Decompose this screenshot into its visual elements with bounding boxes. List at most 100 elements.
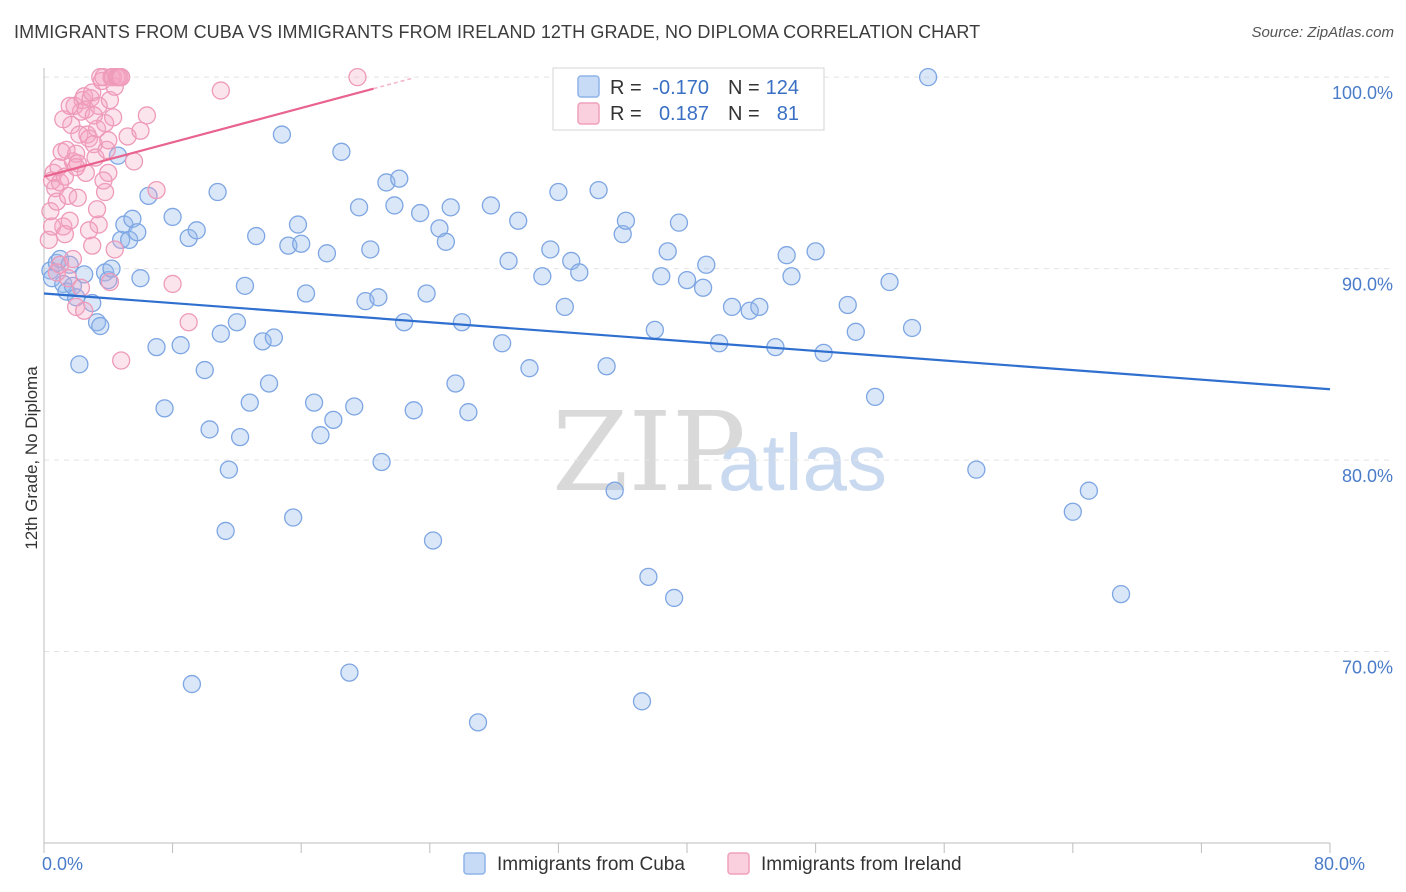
bottom-legend-swatch-ireland bbox=[727, 852, 750, 875]
point-cuba bbox=[230, 427, 250, 447]
point-ireland bbox=[137, 106, 157, 125]
legend-r-value-cuba: -0.170 bbox=[652, 77, 709, 99]
point-ireland bbox=[50, 173, 70, 192]
point-cuba bbox=[645, 320, 664, 340]
point-ireland bbox=[83, 236, 102, 255]
point-cuba bbox=[259, 374, 279, 393]
chart-title: IMMIGRANTS FROM CUBA VS IMMIGRANTS FROM … bbox=[14, 22, 981, 42]
point-cuba bbox=[1063, 502, 1082, 521]
point-cuba bbox=[253, 332, 272, 351]
bottom-legend-label-cuba: Immigrants from Cuba bbox=[497, 854, 685, 875]
point-cuba bbox=[918, 67, 938, 87]
point-cuba bbox=[492, 334, 512, 353]
point-ireland bbox=[89, 96, 108, 116]
point-cuba bbox=[639, 567, 658, 587]
point-ireland bbox=[103, 108, 123, 127]
point-cuba bbox=[240, 393, 259, 412]
point-ireland bbox=[84, 106, 103, 125]
point-cuba bbox=[459, 403, 478, 422]
point-cuba bbox=[468, 713, 488, 732]
point-cuba bbox=[411, 203, 430, 223]
legend-r-label-cuba: R = bbox=[610, 77, 642, 99]
point-cuba bbox=[1111, 584, 1131, 604]
point-cuba bbox=[182, 674, 202, 694]
point-cuba bbox=[509, 211, 528, 230]
point-ireland bbox=[179, 313, 198, 332]
legend-r-value-ireland: 0.187 bbox=[659, 103, 709, 125]
point-ireland bbox=[68, 188, 87, 207]
point-cuba bbox=[669, 213, 689, 232]
point-cuba bbox=[452, 313, 472, 332]
point-cuba bbox=[664, 588, 684, 608]
point-cuba bbox=[288, 215, 308, 234]
point-cuba bbox=[652, 267, 671, 286]
point-ireland bbox=[47, 192, 67, 211]
point-ireland bbox=[100, 272, 120, 292]
point-ireland bbox=[60, 96, 79, 116]
point-cuba bbox=[417, 284, 436, 303]
point-cuba bbox=[272, 125, 292, 144]
point-cuba bbox=[227, 313, 247, 332]
watermark-atlas: atlas bbox=[718, 418, 887, 507]
y-tick-label: 70.0% bbox=[1342, 658, 1393, 678]
point-cuba bbox=[219, 460, 239, 479]
legend: R = -0.170 N = 124 R = 0.187 N = 81 bbox=[552, 67, 825, 131]
point-cuba bbox=[317, 244, 337, 263]
point-cuba bbox=[404, 401, 423, 420]
point-ireland bbox=[131, 121, 150, 140]
point-cuba bbox=[147, 337, 166, 357]
point-cuba bbox=[394, 313, 414, 332]
point-ireland bbox=[60, 211, 79, 230]
point-ireland bbox=[124, 152, 144, 171]
point-cuba bbox=[446, 374, 465, 393]
point-cuba bbox=[499, 251, 518, 271]
series-ireland bbox=[39, 67, 367, 370]
point-cuba bbox=[658, 242, 677, 261]
point-ireland bbox=[76, 163, 95, 183]
point-cuba bbox=[740, 301, 759, 320]
point-ireland bbox=[47, 263, 67, 282]
point-cuba bbox=[208, 182, 227, 202]
point-ireland bbox=[57, 140, 76, 160]
trend-line-cuba bbox=[43, 292, 1331, 391]
point-cuba bbox=[613, 224, 632, 244]
point-cuba bbox=[247, 226, 266, 246]
point-ireland bbox=[112, 351, 131, 370]
point-cuba bbox=[722, 297, 742, 317]
y-tick-label: 100.0% bbox=[1332, 83, 1393, 103]
point-cuba bbox=[902, 318, 922, 338]
point-cuba bbox=[345, 397, 364, 416]
point-cuba bbox=[102, 259, 121, 278]
legend-swatch-cuba bbox=[577, 75, 600, 98]
point-cuba bbox=[441, 198, 460, 217]
point-cuba bbox=[361, 240, 380, 259]
bottom-legend-swatch-cuba bbox=[463, 852, 486, 875]
y-axis-label: 12th Grade, No Diploma bbox=[22, 366, 41, 550]
grid bbox=[44, 76, 1392, 653]
point-cuba bbox=[70, 355, 89, 374]
x-tick-label: 0.0% bbox=[42, 854, 83, 874]
point-ireland bbox=[39, 230, 58, 250]
point-cuba bbox=[128, 223, 147, 242]
point-cuba bbox=[677, 270, 697, 290]
point-cuba bbox=[211, 324, 230, 343]
point-ireland bbox=[211, 81, 230, 100]
legend-n-label-ireland: N = bbox=[728, 103, 760, 125]
point-cuba bbox=[324, 410, 343, 430]
point-cuba bbox=[597, 357, 616, 376]
point-ireland bbox=[63, 249, 83, 269]
point-cuba bbox=[436, 232, 456, 251]
point-cuba bbox=[304, 393, 324, 412]
point-cuba bbox=[846, 322, 865, 341]
point-cuba bbox=[541, 240, 560, 259]
point-cuba bbox=[777, 246, 796, 265]
point-cuba bbox=[967, 460, 986, 479]
point-cuba bbox=[481, 196, 501, 215]
point-cuba bbox=[235, 276, 255, 295]
point-ireland bbox=[99, 131, 118, 150]
point-ireland bbox=[348, 67, 367, 87]
point-cuba bbox=[91, 316, 110, 336]
point-cuba bbox=[880, 272, 899, 292]
point-cuba bbox=[349, 198, 369, 217]
